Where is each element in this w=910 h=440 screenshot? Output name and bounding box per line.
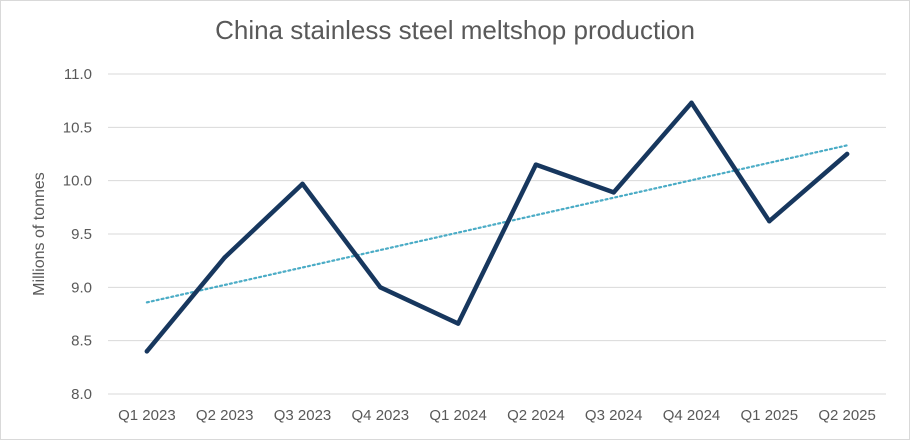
series-line <box>144 100 850 354</box>
x-tick-label: Q3 2024 <box>585 407 643 424</box>
data-point <box>222 255 227 260</box>
y-tick-label: 9.5 <box>71 226 92 243</box>
data-point <box>533 162 539 167</box>
x-tick-label: Q1 2025 <box>741 407 799 424</box>
x-tick-label: Q2 2023 <box>196 407 254 424</box>
data-point <box>689 100 694 106</box>
data-point <box>378 285 383 290</box>
gridlines <box>108 73 886 395</box>
series-group <box>144 100 850 354</box>
data-point <box>455 321 461 326</box>
x-tick-label: Q4 2023 <box>352 407 410 424</box>
x-tick-label: Q1 2023 <box>118 407 176 424</box>
y-tick-label: 8.0 <box>71 386 92 403</box>
data-point <box>300 181 305 187</box>
data-point <box>611 190 616 195</box>
x-tick-label: Q1 2024 <box>429 407 487 424</box>
chart-title: China stainless steel meltshop productio… <box>215 15 695 45</box>
y-tick-label: 11.0 <box>64 66 92 83</box>
trendline-group <box>145 144 849 304</box>
y-tick-label: 10.0 <box>63 173 92 190</box>
data-point <box>767 219 772 224</box>
y-axis-ticks: 8.0 8.5 9.0 9.5 10.0 10.5 11.0 <box>63 66 92 403</box>
x-tick-label: Q3 2023 <box>274 407 332 424</box>
x-tick-label: Q2 2025 <box>818 407 876 424</box>
y-axis-label: Millions of tonnes <box>31 172 48 296</box>
trendline <box>145 144 849 304</box>
data-point <box>144 349 150 354</box>
x-axis-ticks: Q1 2023 Q2 2023 Q3 2023 Q4 2023 Q1 2024 Q2 20… <box>118 407 876 424</box>
y-tick-label: 8.5 <box>71 333 92 350</box>
y-tick-label: 9.0 <box>71 279 92 296</box>
x-tick-label: Q4 2024 <box>663 407 721 424</box>
data-point <box>844 151 850 157</box>
x-tick-label: Q2 2024 <box>507 407 565 424</box>
y-tick-label: 10.5 <box>63 119 92 136</box>
